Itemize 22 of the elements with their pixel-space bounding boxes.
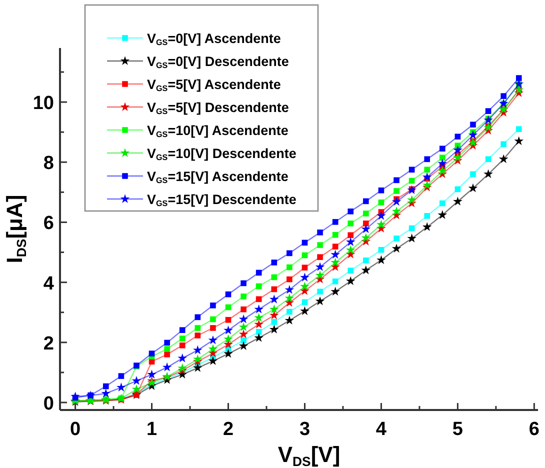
legend-label: V$_{GS}$=10[V] Ascendente bbox=[147, 123, 289, 140]
y-tick-label: 8 bbox=[43, 153, 54, 174]
legend-label: V$_{GS}$=5[V] Ascendente bbox=[147, 77, 282, 94]
x-tick-label: 0 bbox=[70, 419, 81, 440]
y-tick-label: 6 bbox=[43, 213, 54, 234]
x-tick-label: 4 bbox=[376, 419, 387, 440]
x-tick-label: 5 bbox=[452, 419, 464, 440]
legend-label: V$_{GS}$=10[V] Descendente bbox=[147, 146, 297, 162]
y-tick-label: 2 bbox=[43, 333, 54, 354]
legend-label: V$_{GS}$=0[V] Descendente bbox=[147, 54, 290, 70]
y-tick-label: 0 bbox=[43, 393, 54, 414]
x-axis-title: V$_{DS}$[V] bbox=[278, 442, 340, 468]
x-tick-label: 1 bbox=[146, 419, 158, 440]
y-tick-label: 10 bbox=[32, 93, 54, 114]
y-tick-label: 4 bbox=[43, 273, 54, 294]
legend-label: V$_{GS}$=0[V] Ascendente bbox=[147, 31, 282, 48]
legend-label: V$_{GS}$=15[V] Ascendente bbox=[147, 169, 289, 186]
legend-label: V$_{GS}$=5[V] Descendente bbox=[147, 100, 290, 116]
legend-label: V$_{GS}$=15[V] Descendente bbox=[147, 192, 297, 208]
x-tick-label: 2 bbox=[222, 419, 234, 440]
x-tick-label: 6 bbox=[528, 419, 540, 440]
x-tick-label: 3 bbox=[299, 419, 310, 440]
